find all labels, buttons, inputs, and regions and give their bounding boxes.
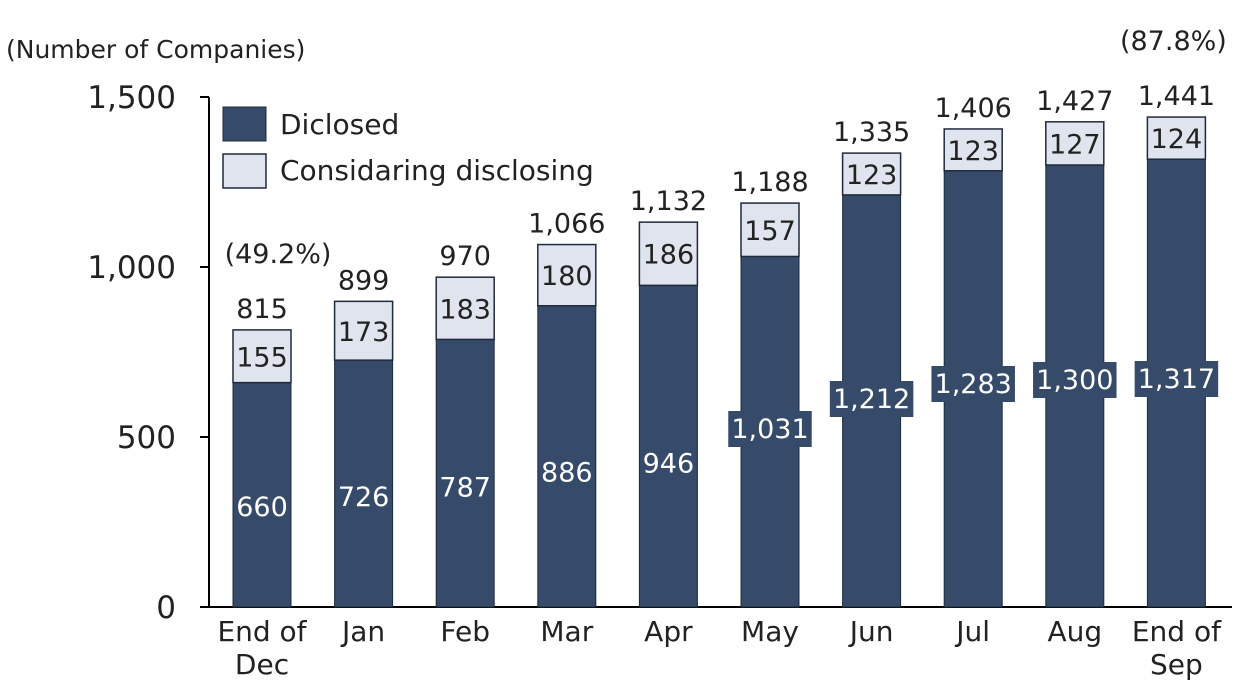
y-tick-label: 0	[156, 590, 176, 626]
bar-segment-considering	[333, 300, 394, 361]
data-label-considering: 155	[236, 342, 288, 373]
total-label: 1,132	[630, 186, 707, 217]
data-label-considering: 180	[541, 261, 593, 292]
y-axis-label: (Number of Companies)	[6, 35, 305, 64]
data-label-box	[1134, 361, 1219, 397]
data-label-considering: 123	[947, 136, 999, 167]
bar-segment-considering	[740, 202, 800, 258]
data-label-disclosed: 1,283	[935, 369, 1012, 400]
data-label-box	[1033, 362, 1117, 398]
bar-segment-considering	[638, 221, 699, 287]
x-tick-label: Aug	[1047, 615, 1102, 648]
bar-segment-considering	[943, 128, 1003, 172]
total-label: 899	[338, 265, 390, 296]
total-label: 970	[439, 241, 491, 272]
bar-segment-considering	[841, 152, 902, 196]
x-tick-label: Sep	[1150, 648, 1203, 681]
x-tick-label: Feb	[440, 615, 490, 648]
x-tick-label: Apr	[644, 615, 693, 648]
data-label-disclosed: 886	[541, 457, 593, 488]
data-label-disclosed: 787	[439, 473, 491, 504]
data-label-disclosed: 1,212	[833, 384, 910, 415]
data-label-considering: 123	[846, 160, 898, 191]
x-tick-label: Jul	[954, 615, 990, 648]
percent-annotation: (87.8%)	[1120, 26, 1227, 57]
x-tick-label: May	[741, 615, 799, 648]
legend-swatch-disclosed	[222, 106, 267, 142]
y-tick-label: 1,500	[87, 80, 176, 116]
total-label: 1,441	[1138, 81, 1215, 112]
x-tick-label: Jan	[340, 615, 385, 648]
total-label: 815	[236, 294, 288, 325]
legend-label-disclosed: Diclosed	[280, 108, 399, 141]
legend-swatch-considering	[222, 153, 267, 189]
total-label: 1,188	[731, 167, 808, 198]
data-label-disclosed: 660	[236, 492, 288, 523]
data-label-disclosed: 726	[338, 482, 390, 513]
bar-segment-disclosed	[638, 284, 698, 608]
x-tick-label: End of	[1132, 615, 1222, 648]
data-label-disclosed: 1,031	[731, 414, 808, 445]
data-label-box	[931, 366, 1015, 402]
data-label-considering: 157	[744, 216, 796, 247]
y-tick-label: 1,000	[87, 250, 176, 286]
data-label-box	[728, 411, 812, 447]
bar-segment-considering	[537, 243, 597, 307]
x-tick-label: Jun	[848, 615, 894, 648]
data-label-box	[829, 381, 914, 417]
bar-segment-considering	[1045, 121, 1105, 166]
data-label-considering: 183	[439, 294, 491, 325]
bar-segment-disclosed	[537, 305, 597, 608]
total-label: 1,335	[833, 117, 910, 148]
bar-segment-disclosed	[334, 359, 394, 608]
data-label-disclosed: 1,317	[1138, 364, 1215, 395]
bar-segment-considering	[435, 276, 495, 341]
data-label-disclosed: 946	[643, 448, 695, 479]
x-tick-label: End of	[217, 615, 307, 648]
data-label-considering: 173	[338, 317, 390, 348]
bar-segment-considering	[232, 329, 292, 384]
data-label-considering: 124	[1151, 124, 1203, 155]
data-label-considering: 127	[1049, 129, 1101, 160]
bar-segment-disclosed	[232, 382, 292, 608]
x-tick-label: Mar	[540, 615, 593, 648]
x-tick-label: Dec	[235, 648, 289, 681]
total-label: 1,066	[528, 209, 605, 240]
bar-segment-disclosed	[435, 338, 495, 608]
percent-annotation: (49.2%)	[225, 239, 332, 270]
total-label: 1,406	[935, 93, 1012, 124]
data-label-considering: 186	[643, 240, 695, 271]
total-label: 1,427	[1036, 86, 1113, 117]
legend-label-considering: Considaring disclosing	[280, 154, 594, 187]
y-tick-label: 500	[117, 420, 176, 456]
bar-segment-considering	[1146, 116, 1207, 160]
data-label-disclosed: 1,300	[1036, 365, 1113, 396]
